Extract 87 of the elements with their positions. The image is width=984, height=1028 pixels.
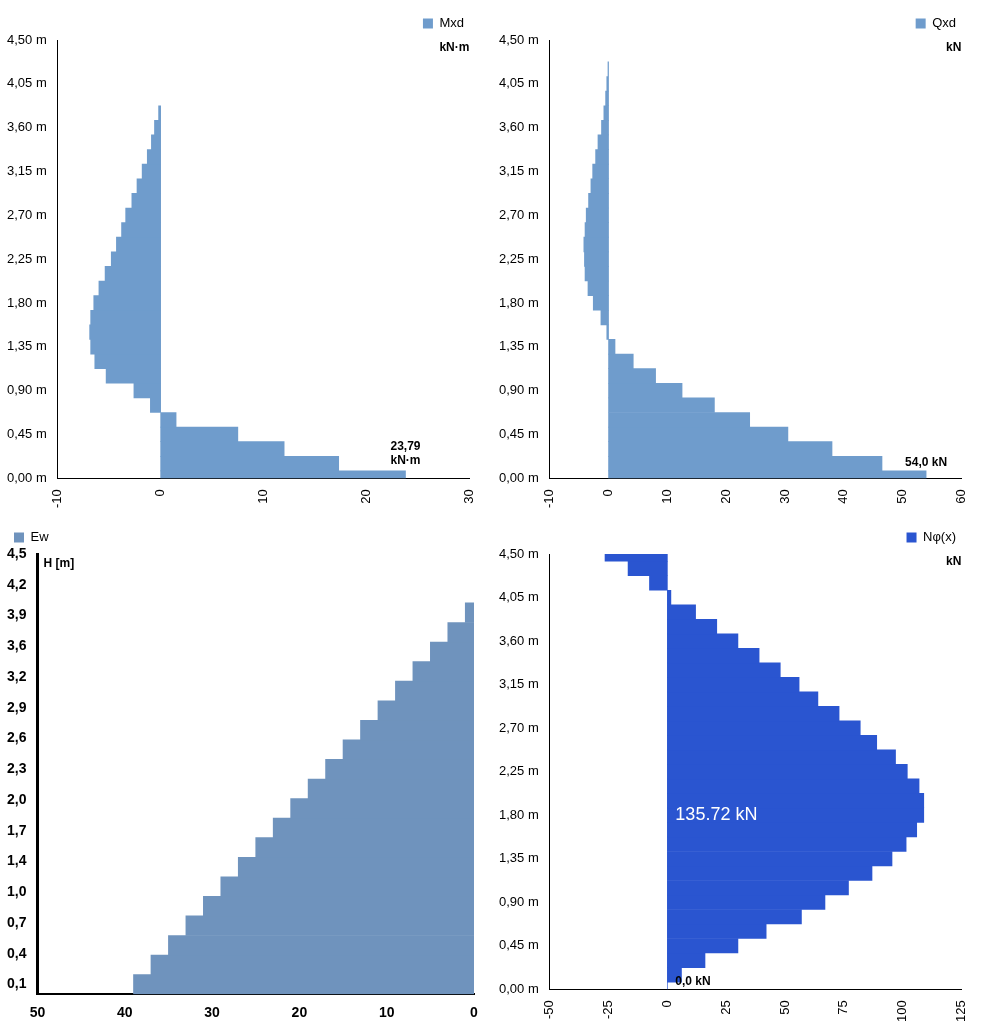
- x-tick-label: 50: [894, 489, 910, 504]
- x-tick-label: 30: [204, 1004, 221, 1021]
- y-tick-label: 1,0: [6, 883, 27, 900]
- y-tick-label: 2,0: [6, 790, 27, 807]
- y-tick-label: 2,3: [6, 760, 27, 777]
- legend-label: Mxd: [439, 15, 464, 31]
- y-tick-label: 3,60 m: [498, 632, 539, 648]
- y-tick-label: 1,7: [6, 821, 27, 838]
- y-tick-label: 1,80 m: [498, 806, 539, 822]
- y-tick-label: 2,25 m: [498, 250, 539, 266]
- y-tick-label: 3,9: [6, 606, 27, 623]
- y-tick-label: 2,70 m: [498, 206, 539, 222]
- y-tick-label: 2,70 m: [6, 206, 47, 222]
- y-tick-label: 2,6: [6, 729, 27, 746]
- x-tick-label: 125: [952, 1000, 968, 1023]
- x-tick-label: -25: [600, 1000, 616, 1020]
- y-tick-label: 2,9: [6, 698, 27, 715]
- x-tick-label: 40: [835, 489, 851, 504]
- y-tick-label: 1,80 m: [498, 294, 539, 310]
- x-tick-label: 100: [894, 1000, 910, 1023]
- y-tick-label: 4,50 m: [6, 31, 47, 47]
- y-tick-label: 0,90 m: [498, 893, 539, 909]
- x-axis-title: kN: [946, 554, 962, 569]
- x-tick-label: -10: [49, 489, 65, 509]
- y-tick-label: 0,45 m: [6, 425, 47, 441]
- x-tick-label: 10: [378, 1004, 395, 1021]
- legend-label: Nφ(x): [923, 529, 957, 545]
- x-tick-label: 0: [600, 489, 616, 497]
- annotation: 0,0 kN: [675, 973, 711, 988]
- x-tick-label: 50: [776, 1000, 792, 1015]
- y-tick-label: 3,15 m: [6, 163, 47, 179]
- x-tick-label: 30: [776, 489, 792, 504]
- x-tick-label: 75: [835, 1000, 851, 1015]
- x-tick-label: 10: [255, 489, 271, 504]
- annotation: 54,0 kN: [905, 454, 948, 469]
- x-tick-label: 20: [291, 1004, 308, 1021]
- x-axis-title: kN: [946, 40, 962, 55]
- y-tick-label: 2,70 m: [498, 719, 539, 735]
- x-axis-title: kN·m: [439, 40, 470, 55]
- x-tick-label: 30: [460, 489, 476, 504]
- y-tick-label: 3,60 m: [498, 119, 539, 135]
- y-tick-label: 0,00 m: [498, 469, 539, 485]
- y-tick-label: 0,45 m: [498, 425, 539, 441]
- y-tick-label: 1,35 m: [6, 338, 47, 354]
- legend-label: Ew: [30, 529, 50, 545]
- y-tick-label: 0,90 m: [498, 382, 539, 398]
- y-tick-label: 1,80 m: [6, 294, 47, 310]
- y-tick-label: 4,50 m: [498, 31, 539, 47]
- y-tick-label: 0,7: [6, 913, 27, 930]
- y-tick-label: 0,4: [6, 944, 27, 961]
- x-tick-label: 40: [116, 1004, 133, 1021]
- y-tick-label: 4,2: [6, 575, 27, 592]
- x-tick-label: 0: [152, 489, 168, 497]
- x-tick-label: 10: [658, 489, 674, 504]
- y-tick-label: 1,35 m: [498, 850, 539, 866]
- legend-label: Qxd: [932, 15, 956, 31]
- y-tick-label: 3,15 m: [498, 676, 539, 692]
- y-tick-label: 0,90 m: [6, 382, 47, 398]
- y-tick-label: 2,25 m: [6, 250, 47, 266]
- x-tick-label: 20: [717, 489, 733, 504]
- annotation: 23,79 kN·m: [390, 438, 421, 467]
- x-tick-label: 20: [358, 489, 374, 504]
- x-tick-label: 0: [658, 1000, 674, 1008]
- x-tick-label: 60: [952, 489, 968, 504]
- x-tick-label: 25: [717, 1000, 733, 1015]
- y-tick-label: 3,2: [6, 667, 27, 684]
- x-tick-label: -10: [541, 489, 557, 509]
- y-tick-label: 1,4: [6, 852, 27, 869]
- x-tick-label: 0: [470, 1004, 479, 1021]
- y-tick-label: 4,05 m: [498, 75, 539, 91]
- x-tick-label: -50: [541, 1000, 557, 1020]
- y-tick-label: 0,1: [6, 975, 27, 992]
- y-tick-label: 4,05 m: [6, 75, 47, 91]
- y-tick-label: 4,50 m: [498, 545, 539, 561]
- y-tick-label: 0,45 m: [498, 937, 539, 953]
- y-tick-label: 0,00 m: [6, 469, 47, 485]
- x-tick-label: 50: [29, 1004, 46, 1021]
- annotation: 135.72 kN: [675, 804, 758, 825]
- y-tick-label: 4,05 m: [498, 589, 539, 605]
- y-tick-label: 0,00 m: [498, 980, 539, 996]
- y-tick-label: 2,25 m: [498, 763, 539, 779]
- y-tick-label: 3,60 m: [6, 119, 47, 135]
- y-tick-label: 3,15 m: [498, 163, 539, 179]
- y-axis-title: H [m]: [43, 556, 75, 571]
- y-tick-label: 1,35 m: [498, 338, 539, 354]
- y-tick-label: 4,5: [6, 544, 27, 561]
- y-tick-label: 3,6: [6, 637, 27, 654]
